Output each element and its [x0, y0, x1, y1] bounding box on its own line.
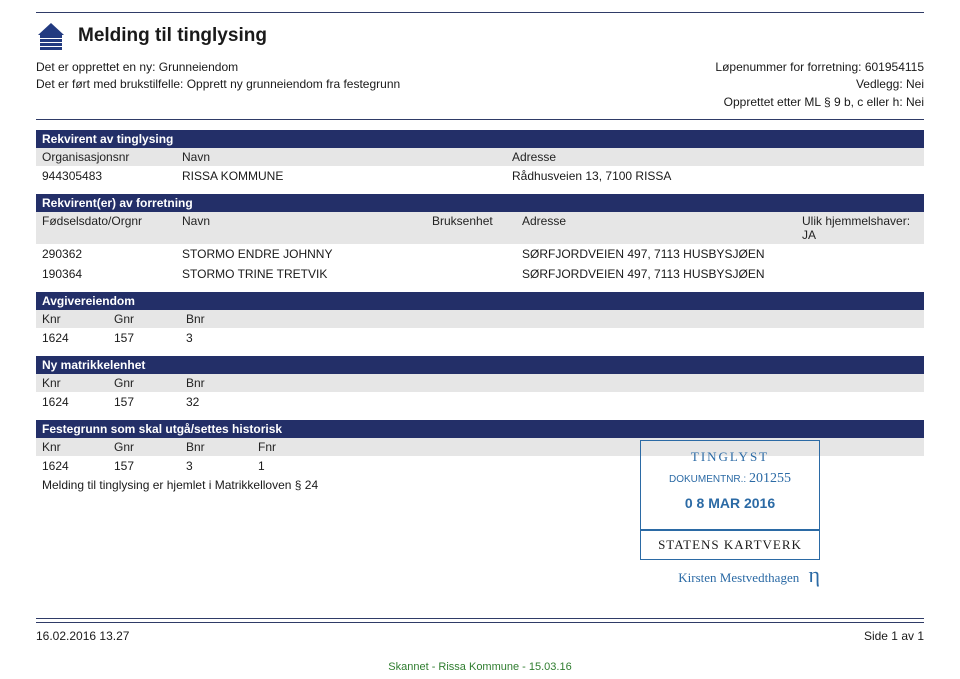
val-navn: RISSA KOMMUNE: [182, 169, 512, 183]
stamp-tinglyst: TINGLYST: [647, 449, 813, 465]
val-bnr-n: 32: [186, 395, 258, 409]
stamp-inner: TINGLYST DOKUMENTNR.: 201255 0 8 MAR 201…: [640, 440, 820, 530]
val-adresse: Rådhusveien 13, 7100 RISSA: [512, 169, 918, 183]
col-navn: Navn: [182, 150, 512, 164]
col-gnr2: Gnr: [114, 376, 186, 390]
stamp-authority: STATENS KARTVERK: [640, 530, 820, 560]
document-title: Melding til tinglysing: [78, 25, 267, 47]
meta-row: Det er opprettet en ny: Grunneiendom Det…: [36, 59, 924, 111]
col-bnr2: Bnr: [186, 376, 258, 390]
signature-name: Kirsten Mestvedthagen: [678, 570, 799, 585]
col-knr: Knr: [42, 312, 114, 326]
stamp-date: 0 8 MAR 2016: [647, 495, 813, 511]
col-orgnr: Organisasjonsnr: [42, 150, 182, 164]
vedlegg: Vedlegg: Nei: [715, 76, 924, 93]
footer: 16.02.2016 13.27 Side 1 av 1: [36, 618, 924, 643]
ny-matrikkelenhet-row: 1624 157 32: [36, 392, 924, 412]
section-ny-matrikkelenhet: Ny matrikkelenhet: [36, 356, 924, 374]
col-ulik: Ulik hjemmelshaver: JA: [802, 214, 918, 242]
lopenummer: Løpenummer for forretning: 601954115: [715, 59, 924, 76]
section-avgivereiendom: Avgivereiendom: [36, 292, 924, 310]
val-gnr-a: 157: [114, 331, 186, 345]
footer-page: Side 1 av 1: [864, 629, 924, 643]
rekvirenter-forretning-row-1: 290362 STORMO ENDRE JOHNNY SØRFJORDVEIEN…: [36, 244, 924, 264]
col-fnr: Fnr: [258, 440, 330, 454]
col-bnr: Bnr: [186, 312, 258, 326]
col-bruks: Bruksenhet: [432, 214, 522, 242]
rekvirenter-forretning-headers: Fødselsdato/Orgnr Navn Bruksenhet Adress…: [36, 212, 924, 244]
val-bruk-2: [432, 267, 522, 281]
signature-scribble: η: [808, 562, 820, 587]
section-festegrunn: Festegrunn som skal utgå/settes historis…: [36, 420, 924, 438]
rekvirent-tinglysing-headers: Organisasjonsnr Navn Adresse: [36, 148, 924, 166]
signature-block: Kirsten Mestvedthagen η: [600, 562, 820, 588]
col-gnr: Gnr: [114, 312, 186, 326]
val-fnr-f: 1: [258, 459, 330, 473]
avgivereiendom-row: 1624 157 3: [36, 328, 924, 348]
rekvirent-tinglysing-row: 944305483 RISSA KOMMUNE Rådhusveien 13, …: [36, 166, 924, 186]
col-adr2: Adresse: [522, 214, 802, 242]
val-gnr-n: 157: [114, 395, 186, 409]
val-navn-1: STORMO ENDRE JOHNNY: [182, 247, 432, 261]
footer-row: 16.02.2016 13.27 Side 1 av 1: [36, 629, 924, 643]
val-knr-n: 1624: [42, 395, 114, 409]
val-knr-a: 1624: [42, 331, 114, 345]
footer-timestamp: 16.02.2016 13.27: [36, 629, 129, 643]
house-logo-icon: [36, 21, 66, 51]
opprettet: Opprettet etter ML § 9 b, c eller h: Nei: [715, 94, 924, 111]
meta-line1: Det er opprettet en ny: Grunneiendom: [36, 59, 400, 76]
val-adr-2: SØRFJORDVEIEN 497, 7113 HUSBYSJØEN: [522, 267, 802, 281]
meta-line2: Det er ført med brukstilfelle: Opprett n…: [36, 76, 400, 93]
val-gnr-f: 157: [114, 459, 186, 473]
col-adresse: Adresse: [512, 150, 918, 164]
section-rekvirent-tinglysing: Rekvirent av tinglysing: [36, 130, 924, 148]
stamp-doknr-label: DOKUMENTNR.:: [669, 474, 746, 485]
col-knr3: Knr: [42, 440, 114, 454]
val-fod-2: 190364: [42, 267, 182, 281]
meta-right: Løpenummer for forretning: 601954115 Ved…: [715, 59, 924, 111]
stamp-doknr: DOKUMENTNR.: 201255: [647, 471, 813, 487]
tinglyst-stamp: TINGLYST DOKUMENTNR.: 201255 0 8 MAR 201…: [640, 440, 820, 560]
col-bnr3: Bnr: [186, 440, 258, 454]
val-bnr-f: 3: [186, 459, 258, 473]
val-orgnr: 944305483: [42, 169, 182, 183]
val-bnr-a: 3: [186, 331, 258, 345]
meta-left: Det er opprettet en ny: Grunneiendom Det…: [36, 59, 400, 111]
header-underline: [36, 119, 924, 120]
stamp-doknr-value: 201255: [749, 471, 791, 486]
val-fod-1: 290362: [42, 247, 182, 261]
val-navn-2: STORMO TRINE TRETVIK: [182, 267, 432, 281]
col-fod: Fødselsdato/Orgnr: [42, 214, 182, 242]
document-header: Melding til tinglysing: [36, 21, 924, 51]
scan-note: Skannet - Rissa Kommune - 15.03.16: [0, 661, 960, 673]
top-rule: [36, 12, 924, 13]
avgivereiendom-headers: Knr Gnr Bnr: [36, 310, 924, 328]
val-knr-f: 1624: [42, 459, 114, 473]
val-adr-1: SØRFJORDVEIEN 497, 7113 HUSBYSJØEN: [522, 247, 802, 261]
section-rekvirenter-forretning: Rekvirent(er) av forretning: [36, 194, 924, 212]
rekvirenter-forretning-row-2: 190364 STORMO TRINE TRETVIK SØRFJORDVEIE…: [36, 264, 924, 284]
col-navn2: Navn: [182, 214, 432, 242]
col-knr2: Knr: [42, 376, 114, 390]
col-gnr3: Gnr: [114, 440, 186, 454]
val-bruk-1: [432, 247, 522, 261]
ny-matrikkelenhet-headers: Knr Gnr Bnr: [36, 374, 924, 392]
page: Melding til tinglysing Det er opprettet …: [0, 0, 960, 679]
